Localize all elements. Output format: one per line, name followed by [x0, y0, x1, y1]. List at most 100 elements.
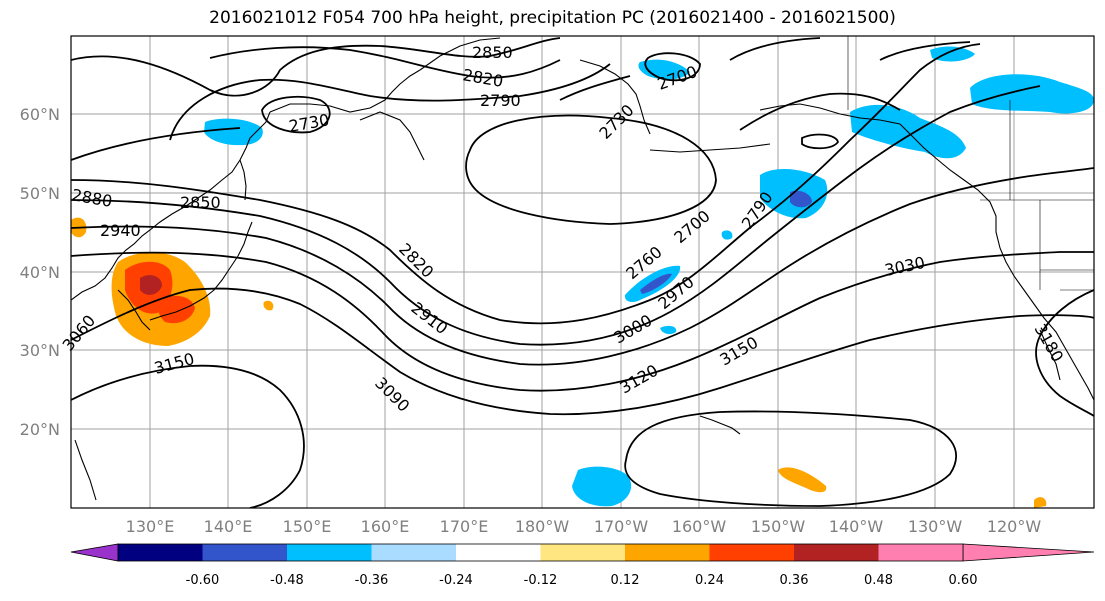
contour-n1	[71, 127, 241, 161]
colorbar-tick: 0.60	[949, 573, 978, 588]
colorbar-tick: -0.24	[439, 573, 473, 588]
lat-label: 50°N	[20, 184, 60, 203]
contour-sub-east	[624, 410, 957, 507]
precip-cyan-mid2	[721, 230, 733, 240]
colorbar-bin	[371, 544, 456, 561]
colorbar-tick: 0.24	[695, 573, 724, 588]
contour-label: 3030	[883, 253, 927, 280]
colorbar-bin	[456, 544, 541, 561]
contour-label: 2730	[595, 101, 637, 143]
colorbar-bin	[878, 544, 963, 561]
precip-shading	[71, 46, 1094, 508]
precip-red-japan2	[157, 295, 195, 324]
lat-label: 20°N	[20, 420, 60, 439]
colorbar-tick: -0.60	[186, 573, 220, 588]
contour-label: 2910	[408, 298, 452, 338]
map-frame	[70, 35, 1095, 509]
precip-orange-small	[263, 300, 274, 311]
contour-sub-high	[71, 364, 305, 508]
contour-2820-n	[209, 46, 561, 79]
coast-kamchatka	[359, 111, 425, 161]
precip-blue-gulf	[790, 190, 812, 208]
coast-hawaii	[699, 415, 741, 435]
contour-label: 2880	[70, 185, 113, 211]
precip-blue-mid1	[640, 273, 672, 294]
precip-cyan-canada1	[930, 46, 975, 62]
coast-korea	[117, 289, 151, 331]
precip-cyan-canada2	[970, 74, 1094, 114]
precip-cyan-mid3	[660, 325, 677, 335]
precip-cyan-okhotsk	[204, 118, 263, 146]
lon-label: 150°W	[751, 517, 806, 536]
lon-label: 160°E	[361, 517, 410, 536]
colorbar-tick: -0.48	[270, 573, 304, 588]
contour-2730	[559, 75, 631, 101]
contour-2760-closed	[801, 133, 839, 150]
lat-label: 60°N	[20, 105, 60, 124]
gridlines	[71, 36, 1094, 508]
precip-cyan-hawaii	[572, 466, 632, 507]
lon-label: 170°E	[440, 517, 489, 536]
lon-label: 130°W	[908, 517, 963, 536]
coast-aleutians	[649, 143, 771, 153]
precip-cyan-kamchatka	[638, 59, 690, 80]
contour-2790-n	[169, 63, 611, 141]
lon-label: 140°E	[204, 517, 253, 536]
colorbar-bin	[202, 544, 287, 561]
contour-label: 2940	[100, 221, 141, 240]
contour-label: 3000	[611, 311, 656, 348]
longitude-labels: 130°E 140°E 150°E 160°E 170°E 180°W 170°…	[126, 517, 1042, 536]
borders	[847, 36, 1094, 291]
colorbar-bin	[287, 544, 372, 561]
coast-philippines	[74, 439, 97, 501]
coast-baja	[1039, 329, 1061, 381]
precip-orange-sub	[778, 467, 827, 493]
contour-label: 3120	[617, 361, 662, 398]
colorbar	[70, 543, 1095, 562]
lat-label: 40°N	[20, 263, 60, 282]
lon-label: 170°W	[594, 517, 649, 536]
contour-big-low	[465, 114, 717, 225]
lon-label: 130°E	[126, 517, 175, 536]
coast-alaska-south	[759, 103, 901, 125]
contour-label: 2850	[472, 43, 513, 62]
coast-sakhalin	[239, 159, 247, 201]
precip-darkred-japan	[140, 275, 162, 295]
contour-3150-east	[1035, 289, 1094, 417]
coast-japan	[149, 221, 253, 321]
colorbar-tick: -0.36	[355, 573, 389, 588]
contour-2700-low	[644, 52, 701, 82]
contour-e1	[739, 92, 901, 131]
colorbar-tick: 0.48	[864, 573, 893, 588]
contour-j1	[71, 43, 981, 325]
colorbar-bin	[625, 544, 710, 561]
coast-alaska-west	[579, 59, 651, 135]
contour-2730-okhotsk	[261, 95, 331, 134]
colorbar-bin	[709, 544, 794, 561]
colorbar-bin	[794, 544, 879, 561]
colorbar-ticks: -0.60 -0.48 -0.36 -0.24 -0.12 0.12 0.24 …	[186, 573, 978, 588]
coast-chukotka	[419, 37, 501, 71]
contour-j3	[71, 167, 1094, 366]
colorbar-tick: -0.12	[524, 573, 558, 588]
contour-e2	[729, 37, 821, 61]
contour-label: 2850	[180, 193, 221, 212]
contour-e3	[879, 41, 971, 61]
map-title: 2016021012 F054 700 hPa height, precipit…	[209, 8, 896, 28]
coast-asia-east	[71, 111, 271, 301]
contour-label: 3150	[152, 349, 196, 378]
colorbar-bin	[118, 544, 203, 561]
colorbar-arrow-left	[70, 543, 119, 562]
contour-label: 2700	[670, 206, 713, 247]
coast-okhotsk	[269, 69, 421, 113]
coast-na-west	[899, 123, 1094, 401]
contour-label: 2820	[461, 65, 504, 91]
lon-label: 160°W	[672, 517, 727, 536]
precip-orange-edge	[1034, 497, 1047, 508]
lat-label: 30°N	[20, 341, 60, 360]
colorbar-tick: 0.36	[780, 573, 809, 588]
contour-label: 3090	[371, 373, 413, 415]
contour-j4	[71, 251, 1094, 392]
colorbar-tick: 0.12	[611, 573, 640, 588]
